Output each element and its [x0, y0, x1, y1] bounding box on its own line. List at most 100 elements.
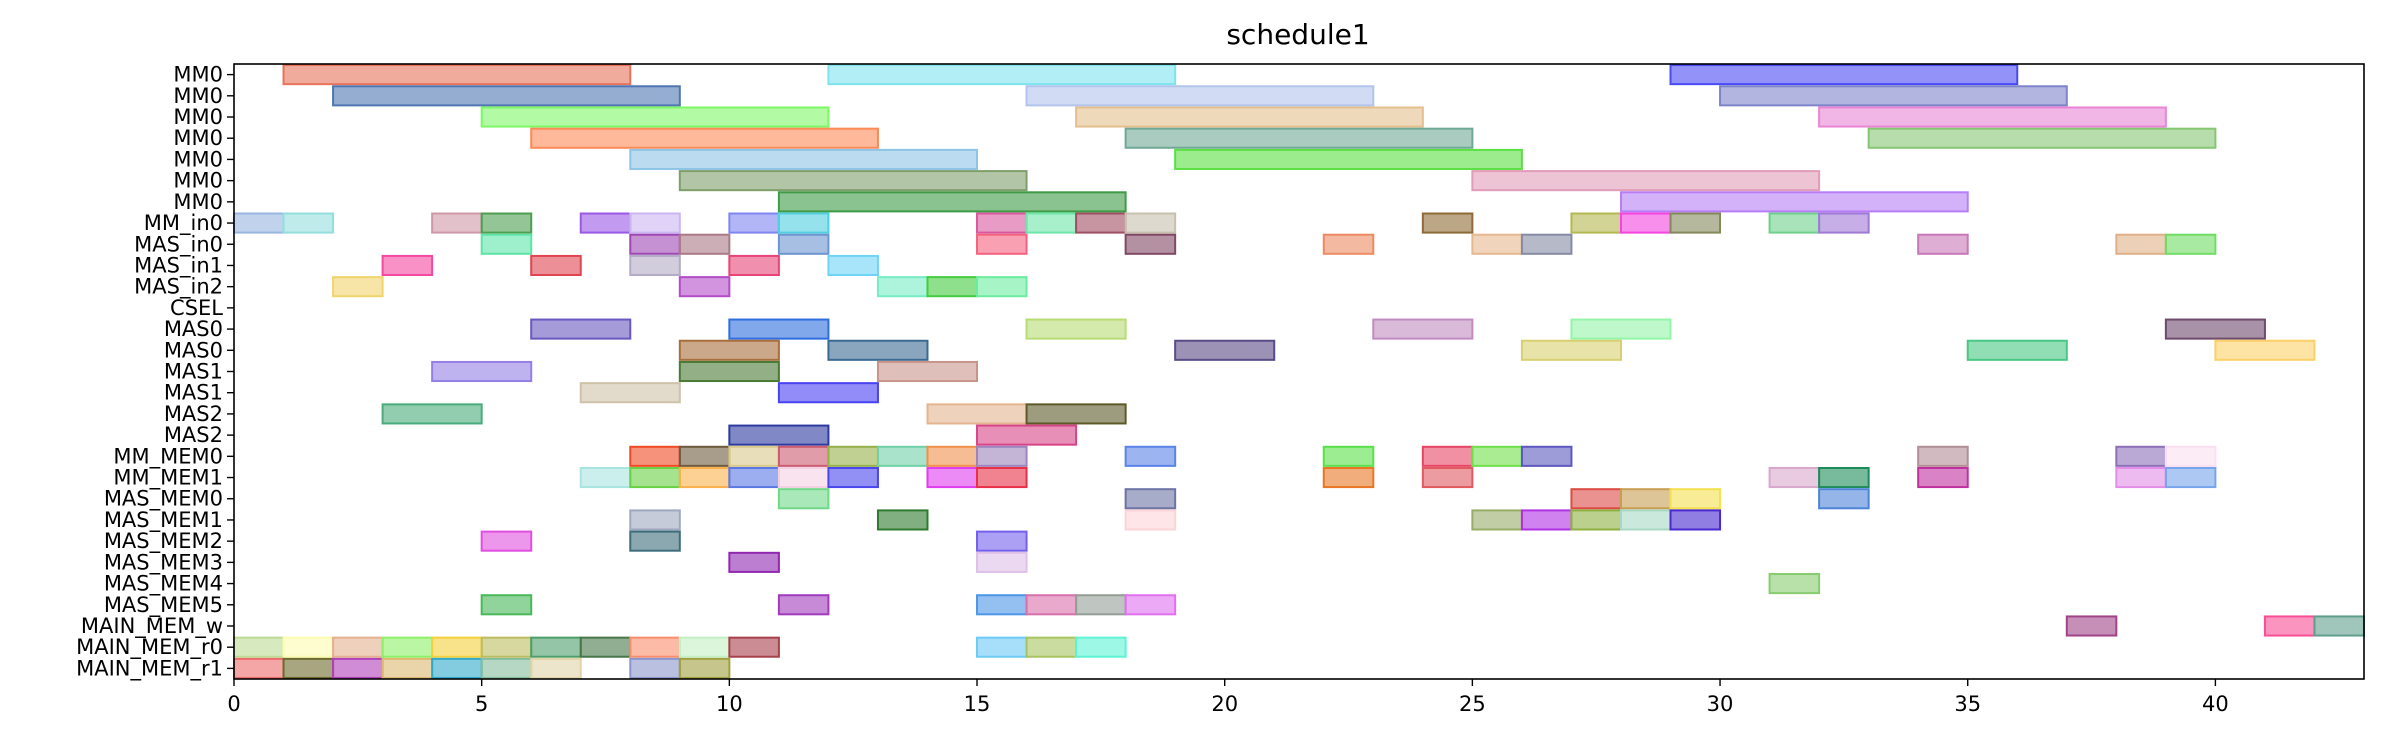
- gantt-bar: [728, 466, 780, 489]
- gantt-bar: [629, 212, 681, 234]
- y-tick-label: MAS_MEM0: [104, 487, 223, 512]
- gantt-bar: [1075, 212, 1127, 234]
- gantt-bar: [1917, 445, 1969, 467]
- gantt-bar: [1669, 64, 2019, 86]
- y-axis-labels: MM0MM0MM0MM0MM0MM0MM0MM_in0MAS_in0MAS_in…: [76, 63, 234, 681]
- gantt-bar: [282, 657, 335, 679]
- gantt-bar: [480, 594, 533, 616]
- gantt-bar: [976, 233, 1028, 255]
- gantt-bar: [777, 233, 830, 255]
- gantt-bar: [876, 360, 979, 383]
- gantt-bar: [1669, 488, 1722, 510]
- gantt-bar: [1124, 445, 1177, 467]
- gantt-bar: [1124, 212, 1177, 234]
- gantt-bar: [1966, 339, 2068, 361]
- y-tick-label: MM0: [173, 147, 223, 171]
- gantt-bar: [926, 445, 979, 467]
- gantt-bar: [777, 382, 879, 404]
- gantt-bar: [1471, 170, 1821, 192]
- gantt-bar: [827, 445, 879, 467]
- gantt-bar: [530, 636, 582, 658]
- gantt-bar: [777, 445, 830, 467]
- gantt-bar: [1075, 636, 1127, 658]
- gantt-bar: [926, 276, 979, 298]
- x-tick-label: 35: [1954, 692, 1981, 716]
- y-tick-label: MAS_MEM2: [104, 529, 223, 554]
- y-tick-label: MM0: [173, 63, 223, 87]
- y-tick-label: MAS_in2: [134, 275, 223, 300]
- gantt-bar: [1322, 466, 1375, 489]
- gantt-bar: [1471, 233, 1523, 255]
- gantt-bar: [1124, 233, 1177, 255]
- y-tick-label: MAS1: [164, 381, 223, 405]
- gantt-bar: [1421, 466, 1474, 489]
- gantt-bar: [1520, 233, 1573, 255]
- gantt-bar: [1124, 127, 1474, 149]
- gantt-bar: [381, 636, 434, 658]
- x-tick-label: 0: [227, 692, 240, 716]
- gantt-bar: [2313, 615, 2365, 637]
- gantt-bar: [1421, 212, 1474, 234]
- gantt-bar: [629, 148, 979, 170]
- gantt-bar: [926, 403, 1028, 425]
- gantt-bar: [827, 64, 1177, 86]
- gantt-bar: [876, 509, 929, 531]
- gantt-bar: [777, 212, 830, 234]
- gantt-bar: [530, 127, 879, 149]
- gantt-bar: [1818, 466, 1870, 489]
- gantt-bar: [2115, 466, 2167, 489]
- gantt-bar: [1719, 85, 2068, 107]
- gantt-bar: [480, 212, 533, 234]
- gantt-bar: [926, 466, 979, 489]
- gantt-bar: [1075, 594, 1127, 616]
- gantt-bar: [678, 445, 731, 467]
- gantt-bar: [1917, 466, 1969, 489]
- gantt-bar: [332, 636, 384, 658]
- gantt-bar: [1768, 212, 1821, 234]
- bars-layer: [233, 64, 2365, 679]
- x-tick-label: 10: [716, 692, 743, 716]
- gantt-bar: [579, 636, 632, 658]
- gantt-bar: [1570, 212, 1622, 234]
- gantt-bar: [629, 445, 681, 467]
- gantt-bar: [381, 657, 434, 679]
- gantt-bar: [728, 212, 780, 234]
- gantt-bar: [332, 657, 384, 679]
- gantt-bar: [976, 445, 1028, 467]
- y-tick-label: MAS_in1: [134, 253, 223, 278]
- gantt-bar: [629, 254, 681, 277]
- gantt-bar: [1619, 191, 1969, 213]
- y-tick-label: MAS2: [164, 423, 223, 447]
- gantt-bar: [579, 466, 632, 489]
- gantt-bar: [678, 657, 731, 679]
- y-tick-label: MAS1: [164, 360, 223, 384]
- gantt-bar: [976, 424, 1078, 446]
- gantt-bar: [1025, 85, 1375, 107]
- gantt-bar: [1669, 212, 1722, 234]
- gantt-bar: [2164, 445, 2217, 467]
- gantt-bar: [530, 254, 582, 277]
- gantt-bar: [1025, 318, 1127, 340]
- gantt-bar: [233, 212, 285, 234]
- gantt-bar: [876, 276, 929, 298]
- y-tick-label: MAIN_MEM_r1: [76, 656, 223, 681]
- gantt-bar: [2263, 615, 2316, 637]
- gantt-bar: [678, 360, 780, 383]
- gantt-bar: [2164, 233, 2217, 255]
- y-tick-label: MM0: [173, 105, 223, 129]
- gantt-bar: [1471, 445, 1523, 467]
- y-tick-label: MAS_MEM1: [104, 508, 223, 533]
- gantt-bar: [1520, 339, 1622, 361]
- gantt-bar: [629, 636, 681, 658]
- gantt-bar: [579, 212, 632, 234]
- gantt-bar: [629, 233, 681, 255]
- gantt-bar: [1619, 509, 1672, 531]
- gantt-bar: [1768, 573, 1821, 595]
- gantt-bar: [678, 466, 731, 489]
- gantt-bar: [976, 530, 1028, 552]
- gantt-bar: [1174, 148, 1523, 170]
- gantt-bar: [1421, 445, 1474, 467]
- gantt-bar: [1471, 509, 1523, 531]
- gantt-bar: [777, 466, 830, 489]
